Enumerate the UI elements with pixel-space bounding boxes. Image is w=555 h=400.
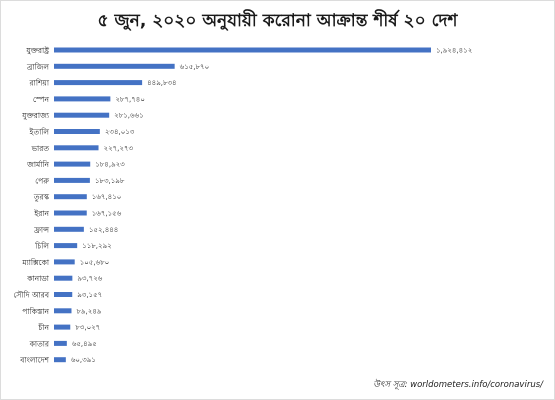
value-label: ১৫২,৪৪৪ — [89, 226, 119, 234]
category-label: চীন — [37, 322, 49, 332]
value-label: ২২৭,২৭৩ — [104, 144, 134, 152]
category-label: যুক্তরাষ্ট্র — [25, 46, 50, 55]
value-label: ২৩৪,০১৩ — [105, 128, 135, 136]
source-note: উৎস সূত্র: worldometers.info/coronavirus… — [373, 380, 543, 390]
category-label: ব্রাজিল — [26, 62, 50, 71]
value-label: ৬১৫,৮৭০ — [180, 63, 210, 71]
value-label: ৬০,৩৯১ — [71, 356, 96, 364]
bar — [54, 80, 143, 86]
bar — [54, 324, 71, 330]
category-label: ম্যাক্সিকো — [21, 258, 49, 267]
bar — [54, 96, 111, 102]
bar — [54, 340, 67, 346]
chart-title: ৫ জুন, ২০২০ অনুযায়ী করোনা আক্রান্ত শীর্… — [97, 11, 458, 31]
category-label: সৌদি আরব — [13, 291, 49, 300]
category-label: কানাডা — [26, 274, 50, 283]
bar — [54, 47, 431, 53]
category-label: ভারত — [30, 144, 50, 153]
bar — [54, 243, 78, 249]
category-label: কাতার — [29, 339, 50, 348]
category-label: চিলি — [34, 242, 50, 251]
bar — [54, 226, 84, 232]
value-label: ১৮৪,৯২৩ — [95, 161, 125, 169]
bar — [54, 112, 110, 118]
category-label: স্পেন — [33, 95, 50, 104]
value-label: ৯৩,৭২৬ — [77, 275, 102, 283]
bar — [54, 129, 100, 134]
bar — [54, 308, 72, 314]
value-label: ১০৫,৬৮০ — [80, 258, 110, 266]
value-label: ৯৩,১৫৭ — [77, 291, 102, 299]
bar — [54, 275, 73, 281]
value-label: ১৮৩,১৯৮ — [95, 177, 125, 185]
category-label: যুক্তরাজ্য — [21, 111, 50, 120]
bar — [54, 259, 75, 265]
value-label: ১৬৭,১৫৬ — [92, 210, 122, 218]
bar — [54, 63, 175, 69]
value-label: ২৮৭,৭৪০ — [115, 95, 145, 103]
category-label: জার্মানি — [26, 160, 49, 169]
bar — [54, 357, 66, 363]
category-label: তুরস্ক — [33, 193, 50, 202]
value-label: ১৬৭,৪১০ — [92, 193, 122, 201]
value-label: ১,৯২৪,৪১২ — [436, 47, 472, 55]
value-label: ১১৮,২৯২ — [82, 242, 112, 250]
category-label: পাকিস্তান — [22, 307, 49, 316]
value-label: ৬৫,৪৯৫ — [72, 340, 97, 348]
bar — [54, 177, 90, 183]
bar — [54, 145, 99, 151]
bar — [54, 161, 91, 167]
category-label: ফ্রান্স — [33, 225, 50, 234]
bar — [54, 210, 87, 216]
value-label: ৪৪৯,৮৩৪ — [147, 79, 177, 87]
category-label: ইতালি — [29, 128, 51, 137]
bar — [54, 194, 87, 200]
category-label: পেরু — [35, 176, 50, 185]
value-label: ২৮১,৬৬১ — [114, 112, 144, 120]
value-label: ৮৯,২৪৯ — [76, 307, 101, 315]
category-label: ইরান — [33, 209, 49, 218]
value-label: ৮৩,০২৭ — [75, 324, 100, 332]
category-label: রাশিয়া — [29, 79, 50, 88]
category-label: বাংলাদেশ — [19, 356, 49, 365]
bar — [54, 292, 73, 297]
